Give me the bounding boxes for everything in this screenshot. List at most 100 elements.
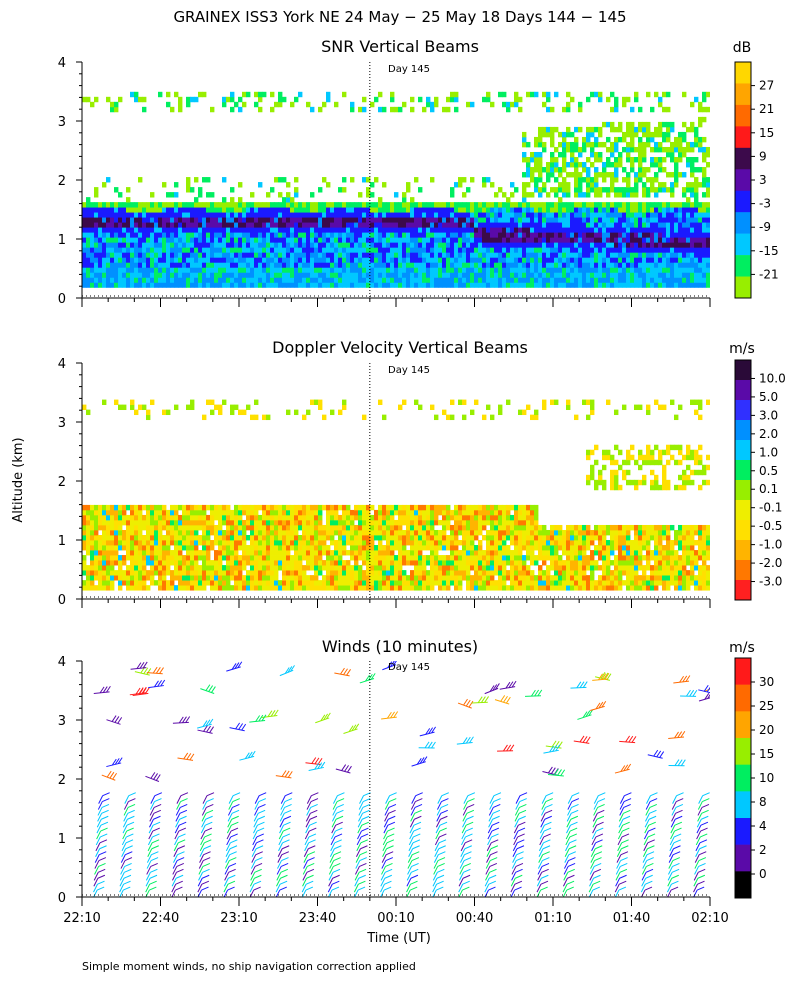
doppler-cell [246, 504, 251, 511]
doppler-cell [214, 570, 219, 576]
snr-cell [134, 217, 139, 223]
snr-cell [474, 242, 479, 248]
snr-cell [278, 242, 283, 248]
snr-cell [218, 247, 223, 253]
snr-cell [522, 247, 527, 253]
snr-cell [578, 106, 583, 113]
snr-cell [90, 222, 95, 228]
snr-cell [642, 282, 647, 288]
doppler-cell [426, 509, 431, 516]
snr-cell [678, 146, 683, 153]
doppler-cell [334, 580, 339, 586]
snr-cell [506, 277, 511, 283]
snr-cell [654, 267, 659, 273]
snr-cell [402, 242, 407, 248]
snr-cell [214, 227, 219, 233]
doppler-cell [138, 565, 143, 571]
snr-cell [638, 167, 643, 173]
snr-cell [414, 267, 419, 273]
snr-cell [482, 267, 487, 273]
snr-cell [546, 262, 551, 268]
snr-cell [242, 237, 247, 243]
doppler-cell [90, 540, 95, 546]
snr-cell [206, 177, 211, 183]
snr-cell [522, 222, 527, 228]
snr-cell [602, 162, 607, 168]
snr-cell [562, 131, 567, 138]
snr-cell [582, 136, 587, 143]
snr-cell [466, 267, 471, 273]
snr-cell [450, 272, 455, 278]
doppler-cell [118, 585, 123, 591]
snr-cell [678, 172, 683, 178]
snr-cell [546, 177, 551, 183]
snr-cell [202, 177, 207, 183]
snr-cell [538, 267, 543, 273]
snr-cell [618, 267, 623, 273]
snr-cell [134, 242, 139, 248]
snr-cell [674, 247, 679, 253]
snr-cell [698, 146, 703, 153]
snr-cell [390, 232, 395, 238]
doppler-cell [346, 519, 351, 526]
snr-cell [122, 217, 127, 223]
snr-cell [562, 167, 567, 173]
doppler-cell [238, 540, 243, 546]
snr-cell [502, 91, 507, 98]
snr-cell [662, 252, 667, 258]
snr-cell [158, 91, 163, 98]
doppler-cell [134, 570, 139, 576]
snr-cell [454, 207, 459, 213]
snr-cell [542, 232, 547, 238]
doppler-cell [166, 580, 171, 586]
snr-cell [122, 252, 127, 258]
doppler-cell [290, 575, 295, 581]
snr-cell [178, 267, 183, 273]
snr-cell [574, 272, 579, 278]
snr-cell [586, 177, 591, 183]
doppler-cell [230, 560, 235, 566]
snr-cell [502, 237, 507, 243]
snr-cell [250, 227, 255, 233]
snr-cell [546, 202, 551, 208]
doppler-cell [214, 565, 219, 571]
snr-cell [258, 202, 263, 208]
snr-cell [270, 267, 275, 273]
doppler-cell [182, 545, 187, 551]
snr-cell [702, 257, 707, 263]
snr-cell [318, 252, 323, 258]
doppler-cell [378, 540, 383, 546]
snr-cell [238, 257, 243, 263]
doppler-cell [254, 524, 259, 531]
doppler-cell [226, 535, 231, 541]
snr-cell [494, 217, 499, 223]
snr-cell [582, 192, 587, 198]
snr-cell [146, 272, 151, 278]
snr-cell [614, 192, 619, 198]
snr-cell [114, 247, 119, 253]
snr-cell [566, 207, 571, 213]
snr-cell [434, 282, 439, 288]
doppler-cell [430, 404, 435, 411]
snr-cell [690, 141, 695, 148]
doppler-cell [98, 519, 103, 526]
snr-cell [574, 167, 579, 173]
snr-cell [578, 182, 583, 188]
snr-cell [362, 227, 367, 233]
snr-cell [226, 207, 231, 213]
doppler-cell [146, 529, 151, 536]
snr-cell [442, 222, 447, 228]
doppler-cell [358, 514, 363, 521]
snr-cell [462, 207, 467, 213]
snr-cell [554, 262, 559, 268]
snr-cell [510, 242, 515, 248]
snr-cell [438, 277, 443, 283]
doppler-cell [430, 535, 435, 541]
snr-cell [690, 237, 695, 243]
doppler-cell [302, 519, 307, 526]
snr-cell [622, 247, 627, 253]
snr-cell [582, 167, 587, 173]
doppler-cell [178, 565, 183, 571]
snr-cell [394, 242, 399, 248]
snr-cell [682, 192, 687, 198]
